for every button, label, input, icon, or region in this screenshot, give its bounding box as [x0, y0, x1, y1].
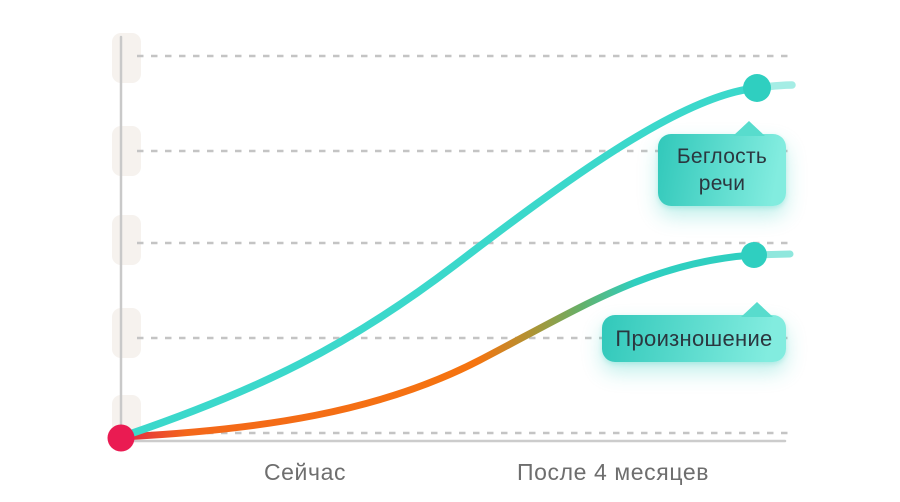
fluency-tooltip: Беглость речи — [658, 121, 786, 206]
fluency-endpoint — [743, 74, 771, 102]
pronunciation-tooltip-pointer-icon — [741, 302, 773, 317]
pronunciation-tooltip-label: Произношение — [615, 326, 773, 351]
fluency-tooltip-label: Беглость речи — [676, 145, 768, 195]
fluency-tooltip-pointer-icon — [733, 121, 765, 136]
fluency-curve — [117, 84, 761, 441]
y-axis-tick-placeholder — [112, 308, 141, 358]
y-axis-tick-placeholders — [112, 33, 141, 440]
gridlines — [137, 54, 789, 435]
x-axis-label-after: После 4 месяцев — [516, 459, 710, 485]
origin-point — [107, 424, 135, 452]
pronunciation-tooltip: Произношение — [602, 302, 786, 362]
y-axis-tick-placeholder — [112, 33, 141, 83]
y-axis-tick-placeholder — [112, 215, 141, 265]
pronunciation-endpoint — [741, 242, 767, 268]
x-axis-label-now: Сейчас — [263, 459, 347, 485]
y-axis-tick-placeholder — [112, 126, 141, 176]
pronunciation-curve — [117, 251, 757, 441]
